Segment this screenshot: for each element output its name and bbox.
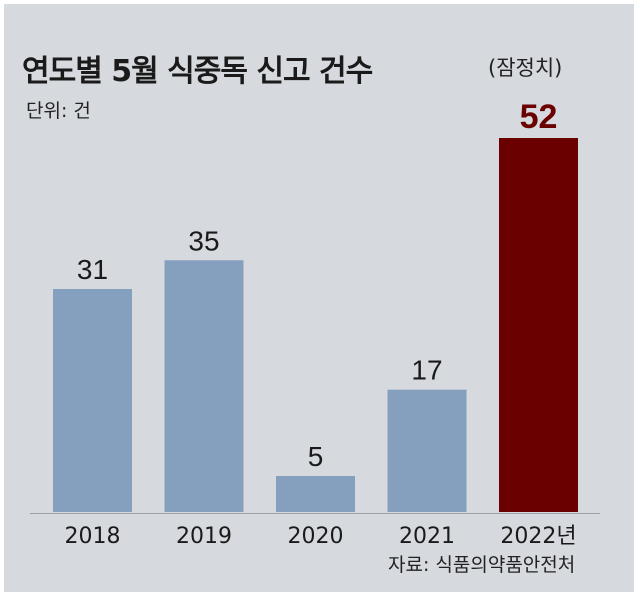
category-label-2020: 2020 — [288, 524, 344, 549]
value-label-2022년: 52 — [520, 98, 558, 136]
value-label-2021: 17 — [411, 355, 442, 386]
chart-title: 연도별 5월 식중독 신고 건수 — [22, 54, 373, 89]
bar-2020 — [276, 476, 355, 512]
chart-subtitle: (잠정치) — [488, 56, 563, 80]
bar-2022년 — [499, 138, 578, 512]
category-label-2018: 2018 — [65, 524, 121, 549]
unit-label: 단위: 건 — [26, 100, 91, 122]
category-label-2021: 2021 — [399, 524, 455, 549]
category-label-2022년: 2022년 — [500, 524, 576, 549]
value-label-2019: 35 — [188, 225, 219, 256]
value-label-2018: 31 — [77, 254, 108, 285]
bar-2019 — [164, 260, 244, 512]
category-label-2019: 2019 — [176, 524, 232, 549]
value-label-2020: 5 — [308, 441, 324, 472]
chart-baseline — [30, 513, 600, 514]
source-note: 자료: 식품의약품안전처 — [388, 554, 576, 576]
bar-2021 — [387, 389, 467, 512]
bar-2018 — [53, 289, 132, 512]
